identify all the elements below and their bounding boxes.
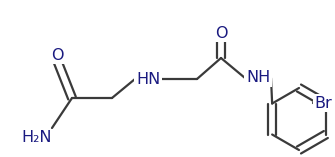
Text: O: O — [215, 25, 227, 41]
Text: HN: HN — [136, 71, 160, 87]
Text: O: O — [51, 48, 63, 62]
Text: NH: NH — [246, 70, 270, 86]
Text: H₂N: H₂N — [22, 130, 52, 146]
Text: Br: Br — [314, 95, 332, 111]
